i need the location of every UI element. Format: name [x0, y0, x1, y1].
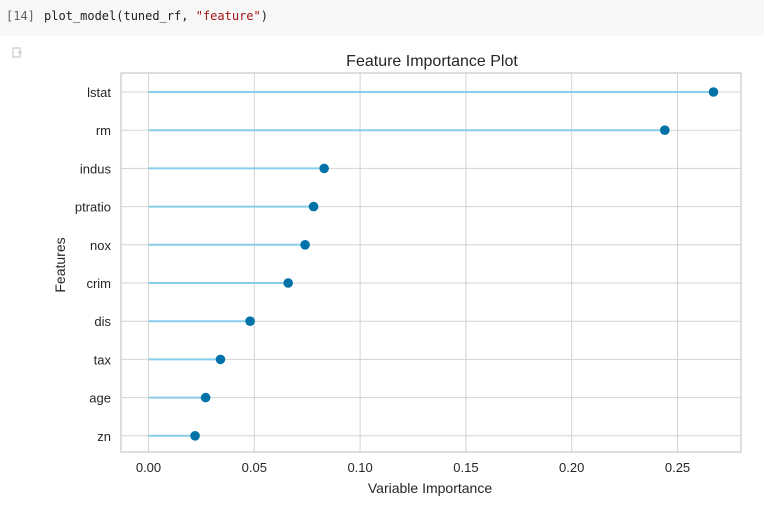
y-tick-label-tax: tax	[94, 352, 112, 367]
x-tick-label: 0.10	[347, 460, 372, 475]
x-tick-label: 0.00	[136, 460, 161, 475]
y-tick-label-crim: crim	[86, 276, 111, 291]
code-cell[interactable]: [14] plot_model(tuned_rf, "feature")	[0, 0, 764, 36]
plot-area: 0.00 0.05 0.10 0.15 0.20 0.25 lstat rm indus ptra…	[75, 72, 742, 475]
plot-frame	[120, 72, 742, 453]
x-tick-label: 0.25	[665, 460, 690, 475]
chart-title: Feature Importance Plot	[346, 53, 518, 70]
feature-importance-chart: Feature Importance Plot 0.00 0.05 0.10 0.15…	[52, 53, 742, 496]
code-string: "feature"	[195, 9, 261, 23]
marker-rm	[660, 125, 670, 135]
y-tick-label-ptratio: ptratio	[75, 200, 111, 215]
y-tick-label-rm: rm	[96, 123, 111, 138]
output-toggle-icon[interactable]	[12, 47, 23, 58]
marker-indus	[319, 163, 329, 174]
marker-nox	[300, 240, 310, 250]
marker-ptratio	[308, 201, 319, 212]
x-tick-label: 0.20	[559, 460, 584, 475]
y-tick-label-nox: nox	[90, 238, 111, 253]
y-tick-label-lstat: lstat	[87, 85, 111, 100]
marker-crim	[283, 278, 293, 288]
x-tick-label: 0.15	[453, 460, 478, 475]
marker-age	[200, 392, 211, 403]
marker-dis	[245, 316, 255, 327]
code-close: )	[260, 9, 268, 23]
y-tick-label-zn: zn	[97, 429, 111, 444]
y-axis-label: Features	[52, 237, 68, 292]
code-function: plot_model(tuned_rf,	[44, 9, 196, 23]
x-tick-label: 0.05	[242, 460, 267, 475]
marker-zn	[190, 431, 200, 441]
cell-prompt: [14]	[6, 9, 35, 23]
y-tick-label-dis: dis	[94, 314, 111, 329]
marker-tax	[215, 354, 226, 365]
y-tick-label-age: age	[89, 391, 111, 406]
code-line[interactable]: plot_model(tuned_rf, "feature")	[44, 9, 268, 23]
y-tick-label-indus: indus	[80, 161, 112, 176]
x-axis-label: Variable Importance	[368, 480, 492, 496]
marker-lstat	[708, 87, 719, 97]
